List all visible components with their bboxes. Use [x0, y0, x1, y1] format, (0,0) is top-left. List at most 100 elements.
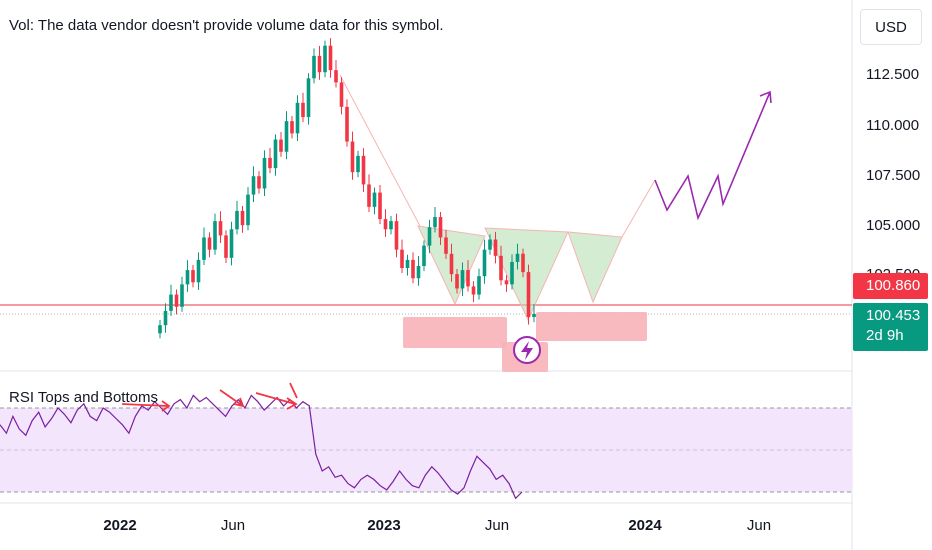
- zone-left: [403, 317, 507, 348]
- marked-level-tag: 100.860: [853, 273, 928, 299]
- rsi-arrow-1-head: [161, 400, 171, 412]
- rsi-arrow-2: [219, 389, 244, 407]
- candles-group: [158, 38, 536, 339]
- candle: [493, 239, 498, 256]
- candle: [207, 237, 212, 250]
- countdown-value: 2d 9h: [866, 327, 904, 344]
- candle: [361, 155, 366, 185]
- candle: [306, 78, 311, 118]
- candle: [328, 45, 333, 71]
- projection-path: [654, 91, 771, 221]
- price-tick: 105.000: [866, 217, 921, 234]
- candle: [504, 280, 509, 285]
- candle: [367, 184, 371, 207]
- price-tick: 110.000: [866, 117, 920, 134]
- candle: [389, 221, 393, 230]
- candle: [290, 121, 294, 134]
- candle: [438, 217, 443, 238]
- candle: [273, 139, 278, 169]
- candle: [422, 245, 426, 266]
- candle: [262, 157, 267, 189]
- candle: [317, 55, 322, 73]
- rsi-arrow-3-head: [286, 397, 298, 410]
- price-tick: 107.500: [866, 167, 921, 184]
- candle: [312, 55, 316, 79]
- last-price-tag: 100.453 2d 9h: [853, 303, 928, 351]
- candle: [444, 237, 448, 254]
- candle: [471, 286, 476, 295]
- candle: [218, 221, 223, 236]
- last-price-value: 100.453: [866, 307, 921, 324]
- candle: [163, 310, 168, 326]
- candle: [334, 70, 338, 83]
- rsi-arrow-1: [121, 403, 169, 407]
- candle: [279, 139, 283, 152]
- candle: [372, 192, 377, 207]
- candle: [257, 176, 261, 189]
- candle: [526, 272, 531, 317]
- candle: [268, 157, 272, 169]
- candle: [521, 253, 525, 273]
- candle: [235, 210, 239, 230]
- time-tick: Jun: [220, 517, 246, 534]
- lightning-icon[interactable]: [513, 336, 541, 364]
- candle: [394, 221, 399, 250]
- candle: [284, 121, 289, 152]
- currency-button[interactable]: USD: [860, 9, 922, 45]
- candle: [323, 45, 327, 73]
- candle: [350, 141, 355, 173]
- candle: [191, 270, 195, 283]
- rsi-arrow-3: [255, 392, 296, 405]
- candle: [433, 217, 437, 228]
- volume-message: Vol: The data vendor doesn't provide vol…: [9, 17, 444, 34]
- candle: [532, 313, 536, 317]
- candle: [515, 253, 520, 262]
- trend-line-up: [621, 179, 656, 238]
- time-tick: Jun: [746, 517, 772, 534]
- candle: [202, 237, 206, 260]
- zone-right: [536, 312, 647, 341]
- candle: [224, 235, 228, 258]
- candle: [185, 270, 190, 285]
- pattern-right-shoulder: [567, 231, 623, 304]
- candle: [251, 176, 256, 195]
- candle: [411, 259, 415, 279]
- rsi-arrow-2-head: [233, 397, 245, 408]
- candle: [158, 325, 162, 334]
- candle: [383, 219, 388, 230]
- candle: [460, 270, 465, 289]
- price-tick: 112.500: [866, 66, 920, 83]
- candle: [499, 255, 503, 281]
- candle: [213, 221, 217, 250]
- pattern-head: [484, 227, 569, 322]
- time-tick: 2024: [628, 517, 662, 534]
- candle: [295, 102, 300, 134]
- candle: [345, 106, 349, 142]
- time-tick: Jun: [484, 517, 510, 534]
- candle: [449, 253, 454, 275]
- candle: [427, 227, 432, 246]
- candle: [400, 249, 404, 269]
- trend-line-down: [339, 74, 421, 227]
- candle: [240, 210, 245, 226]
- time-tick: 2022: [103, 517, 137, 534]
- candle: [466, 270, 470, 287]
- candle: [378, 192, 382, 220]
- rsi-line: [0, 394, 523, 500]
- time-tick: 2023: [367, 517, 401, 534]
- candle: [169, 294, 173, 311]
- candle: [510, 261, 514, 285]
- candle: [339, 82, 344, 107]
- candle: [488, 239, 492, 250]
- candle: [405, 259, 410, 269]
- rsi-arrow-3b: [289, 382, 298, 399]
- candle: [246, 194, 250, 226]
- candle: [196, 259, 201, 283]
- rsi-arrows: [121, 382, 298, 412]
- candle: [356, 155, 360, 173]
- rsi-title: RSI Tops and Bottoms: [9, 389, 158, 406]
- projection-arrowhead: [759, 90, 772, 104]
- candle: [455, 274, 459, 289]
- candle: [180, 284, 184, 307]
